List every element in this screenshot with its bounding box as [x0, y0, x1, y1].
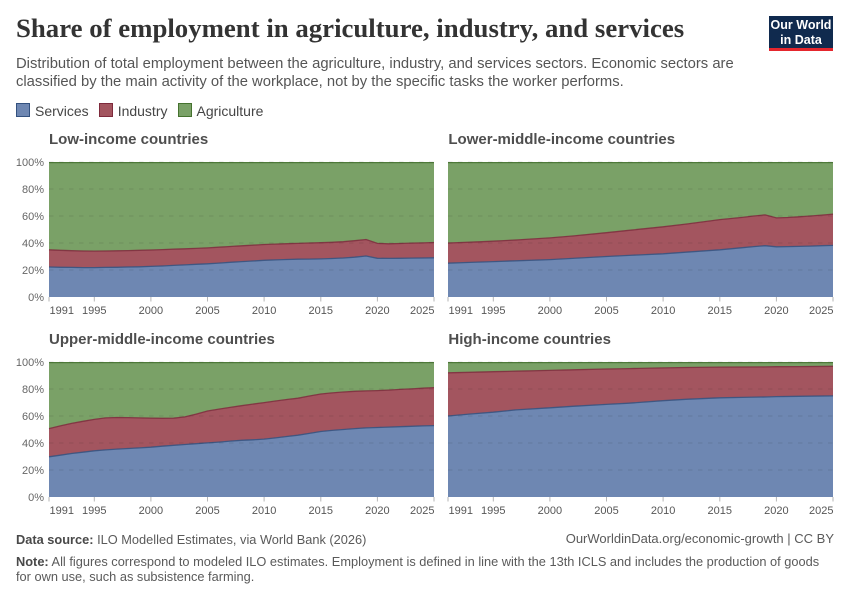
svg-text:20%: 20%: [22, 265, 44, 277]
svg-text:100%: 100%: [16, 157, 44, 169]
svg-text:2020: 2020: [365, 305, 389, 317]
svg-text:2005: 2005: [195, 305, 219, 317]
svg-text:1995: 1995: [82, 305, 106, 317]
svg-text:1991: 1991: [50, 505, 74, 517]
svg-text:0%: 0%: [28, 292, 44, 304]
svg-text:40%: 40%: [22, 238, 44, 250]
svg-text:20%: 20%: [22, 465, 44, 477]
svg-text:100%: 100%: [16, 357, 44, 369]
svg-text:2015: 2015: [309, 505, 333, 517]
svg-text:2010: 2010: [252, 505, 276, 517]
svg-text:2010: 2010: [651, 505, 675, 517]
svg-text:1991: 1991: [50, 305, 74, 317]
svg-text:2010: 2010: [651, 305, 675, 317]
svg-text:60%: 60%: [22, 411, 44, 423]
svg-text:2020: 2020: [765, 505, 789, 517]
svg-text:2000: 2000: [538, 305, 562, 317]
svg-text:2025: 2025: [809, 505, 833, 517]
svg-text:2015: 2015: [309, 305, 333, 317]
svg-text:40%: 40%: [22, 438, 44, 450]
svg-text:2000: 2000: [139, 505, 163, 517]
svg-text:1995: 1995: [82, 505, 106, 517]
svg-text:2005: 2005: [195, 505, 219, 517]
svg-text:60%: 60%: [22, 211, 44, 223]
svg-text:2005: 2005: [595, 505, 619, 517]
svg-text:80%: 80%: [22, 384, 44, 396]
svg-text:1995: 1995: [481, 505, 505, 517]
svg-text:2005: 2005: [595, 305, 619, 317]
svg-text:2025: 2025: [410, 505, 434, 517]
svg-text:2025: 2025: [809, 305, 833, 317]
svg-text:2015: 2015: [708, 505, 732, 517]
svg-text:0%: 0%: [28, 492, 44, 504]
svg-text:80%: 80%: [22, 184, 44, 196]
svg-text:2000: 2000: [538, 505, 562, 517]
svg-text:2020: 2020: [365, 505, 389, 517]
svg-text:2010: 2010: [252, 305, 276, 317]
svg-text:1995: 1995: [481, 305, 505, 317]
svg-text:2015: 2015: [708, 305, 732, 317]
svg-text:2000: 2000: [139, 305, 163, 317]
svg-text:1991: 1991: [449, 305, 473, 317]
svg-text:2025: 2025: [410, 305, 434, 317]
svg-text:1991: 1991: [449, 505, 473, 517]
svg-text:2020: 2020: [765, 305, 789, 317]
